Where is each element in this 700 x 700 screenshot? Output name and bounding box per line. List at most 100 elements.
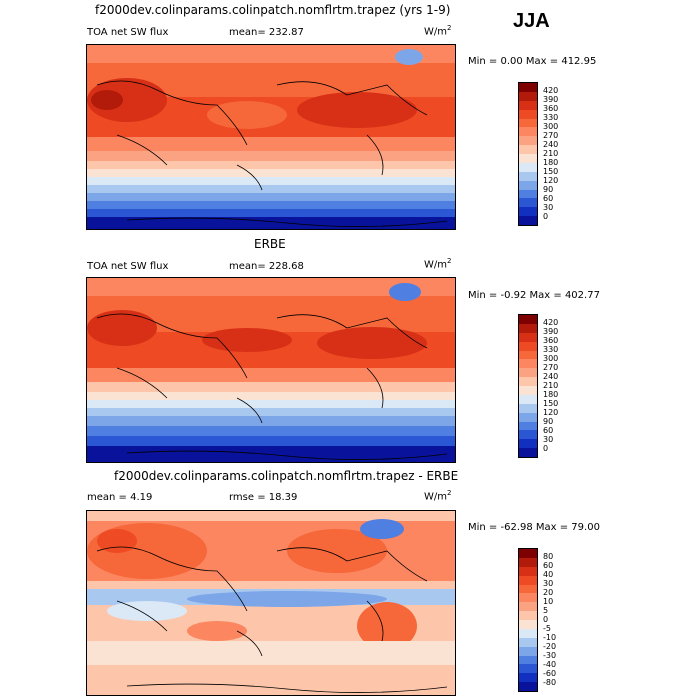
panel-2-colorbar [518,314,538,458]
colorbar-tick-label: 5 [543,606,549,615]
colorbar-swatch [519,611,537,620]
colorbar-swatch [519,109,537,119]
colorbar-swatch [519,145,537,154]
panel-2-contour-map [87,278,455,462]
colorbar-swatch [519,350,537,360]
colorbar-swatch [519,189,537,199]
colorbar-tick-label: 0 [543,615,549,624]
panel-3-colorbar [518,548,538,692]
colorbar-tick-label: 60 [543,194,554,203]
colorbar-tick-label: 270 [543,363,559,372]
panel-1-colorbar [518,82,538,226]
colorbar-tick-label: 180 [543,158,559,167]
panel-1-title: f2000dev.colinparams.colinpatch.nomflrtm… [95,3,451,17]
colorbar-swatch [519,368,537,378]
colorbar-swatch [519,448,537,457]
colorbar-tick-label: 300 [543,354,559,363]
colorbar-tick-label: -30 [543,651,557,660]
panel-2-map [86,277,456,463]
panel-3-title: f2000dev.colinparams.colinpatch.nomflrtm… [114,469,459,483]
colorbar-tick-label: 30 [543,579,554,588]
colorbar-swatch [519,557,537,567]
colorbar-swatch [519,180,537,190]
colorbar-swatch [519,207,537,217]
colorbar-tick-label: -40 [543,660,557,669]
colorbar-swatch [519,136,537,146]
colorbar-swatch [519,637,537,647]
colorbar-tick-label: 150 [543,399,559,408]
colorbar-swatch [519,154,537,163]
season-label: JJA [513,10,550,32]
colorbar-swatch [519,628,537,638]
colorbar-tick-label: 10 [543,597,554,606]
colorbar-swatch [519,593,537,603]
panel-3-minmax: Min = -62.98 Max = 79.00 [468,522,600,533]
colorbar-swatch [519,439,537,449]
panel-1-variable: TOA net SW flux [87,27,169,38]
colorbar-tick-label: 390 [543,327,559,336]
colorbar-tick-label: 40 [543,570,554,579]
colorbar-swatch [519,549,537,558]
colorbar-swatch [519,412,537,422]
colorbar-swatch [519,575,537,585]
colorbar-swatch [519,421,537,431]
colorbar-tick-label: -60 [543,669,557,678]
colorbar-tick-label: 0 [543,212,549,221]
colorbar-swatch [519,323,537,333]
colorbar-swatch [519,394,537,404]
panel-2-minmax: Min = -0.92 Max = 402.77 [468,290,600,301]
colorbar-swatch [519,584,537,594]
colorbar-tick-label: 330 [543,345,559,354]
colorbar-tick-label: 420 [543,86,559,95]
panel-3-contour-map [87,511,455,695]
colorbar-swatch [519,430,537,440]
colorbar-swatch [519,566,537,576]
colorbar-swatch [519,171,537,181]
colorbar-tick-label: 120 [543,408,559,417]
colorbar-tick-label: 80 [543,552,554,561]
colorbar-tick-label: 360 [543,336,559,345]
panel-3-mean: mean = 4.19 [87,492,153,503]
colorbar-tick-label: 20 [543,588,554,597]
colorbar-swatch [519,83,537,92]
colorbar-tick-label: 390 [543,95,559,104]
colorbar-tick-label: -20 [543,642,557,651]
panel-1-contour-map [87,45,455,229]
colorbar-swatch [519,377,537,386]
colorbar-swatch [519,91,537,101]
panel-1-units: W/m2 [424,24,452,38]
colorbar-swatch [519,162,537,172]
colorbar-tick-label: -10 [543,633,557,642]
colorbar-swatch [519,664,537,674]
colorbar-swatch [519,341,537,351]
colorbar-swatch [519,403,537,413]
colorbar-tick-label: 240 [543,140,559,149]
colorbar-tick-label: 270 [543,131,559,140]
colorbar-tick-label: 240 [543,372,559,381]
panel-1-map [86,44,456,230]
colorbar-tick-label: -80 [543,678,557,687]
colorbar-tick-label: 0 [543,444,549,453]
colorbar-swatch [519,602,537,612]
colorbar-swatch [519,315,537,324]
colorbar-tick-label: 30 [543,203,554,212]
colorbar-tick-label: 60 [543,561,554,570]
panel-2-variable: TOA net SW flux [87,261,169,272]
colorbar-tick-label: 300 [543,122,559,131]
panel-2-units: W/m2 [424,257,452,271]
panel-3-map [86,510,456,696]
colorbar-tick-label: 90 [543,185,554,194]
colorbar-tick-label: 60 [543,426,554,435]
colorbar-tick-label: -5 [543,624,551,633]
colorbar-tick-label: 420 [543,318,559,327]
colorbar-tick-label: 90 [543,417,554,426]
colorbar-tick-label: 150 [543,167,559,176]
colorbar-swatch [519,118,537,128]
colorbar-swatch [519,620,537,629]
colorbar-tick-label: 360 [543,104,559,113]
colorbar-tick-label: 210 [543,381,559,390]
panel-1-mean: mean= 232.87 [229,27,304,38]
colorbar-swatch [519,682,537,691]
colorbar-tick-label: 330 [543,113,559,122]
panel-1-minmax: Min = 0.00 Max = 412.95 [468,56,597,67]
